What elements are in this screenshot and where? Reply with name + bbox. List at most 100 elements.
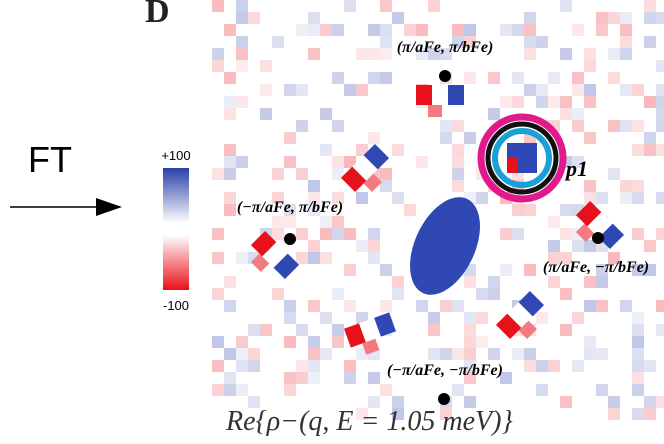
pixel xyxy=(524,204,536,216)
pixel xyxy=(452,168,464,180)
pixel xyxy=(620,192,632,204)
pixel xyxy=(632,360,644,372)
pixel xyxy=(452,120,464,132)
pixel xyxy=(488,108,500,120)
pixel xyxy=(584,348,596,360)
pixel xyxy=(224,372,236,384)
pixel xyxy=(404,24,416,36)
pixel xyxy=(236,0,248,12)
pixel xyxy=(644,360,656,372)
pixel xyxy=(404,204,416,216)
pixel xyxy=(536,96,548,108)
pixel xyxy=(644,408,656,420)
pixel xyxy=(320,312,332,324)
pixel xyxy=(440,348,452,360)
peak-part xyxy=(428,105,442,117)
pixel xyxy=(464,324,476,336)
pixel xyxy=(452,300,464,312)
pixel xyxy=(428,324,440,336)
pixel xyxy=(464,312,476,324)
pixel xyxy=(656,192,664,204)
pixel xyxy=(524,84,536,96)
pixel xyxy=(548,72,560,84)
pixel xyxy=(296,120,308,132)
pixel xyxy=(512,72,524,84)
pixel xyxy=(584,336,596,348)
pixel xyxy=(656,108,664,120)
pixel xyxy=(584,60,596,72)
pixel xyxy=(320,228,332,240)
pixel xyxy=(512,96,524,108)
pixel xyxy=(608,12,620,24)
pixel xyxy=(428,348,440,360)
pixel xyxy=(392,192,404,204)
pixel xyxy=(368,24,380,36)
pixel xyxy=(272,216,284,228)
pixel xyxy=(476,336,488,348)
colorbar xyxy=(163,168,189,290)
pixel xyxy=(224,300,236,312)
pixel xyxy=(296,252,308,264)
pixel xyxy=(476,192,488,204)
pixel xyxy=(584,48,596,60)
pixel xyxy=(356,84,368,96)
pixel xyxy=(632,324,644,336)
pixel xyxy=(368,72,380,84)
pixel xyxy=(272,168,284,180)
pixel xyxy=(236,384,248,396)
pixel xyxy=(620,12,632,24)
pixel xyxy=(632,120,644,132)
pixel xyxy=(284,372,296,384)
pixel xyxy=(212,360,224,372)
pixel xyxy=(380,300,392,312)
pixel xyxy=(392,144,404,156)
pixel xyxy=(572,108,584,120)
pixel xyxy=(620,24,632,36)
pixel xyxy=(584,276,596,288)
pixel xyxy=(452,24,464,36)
pixel xyxy=(320,252,332,264)
pixel xyxy=(656,324,664,336)
pixel xyxy=(212,168,224,180)
pixel xyxy=(560,288,572,300)
pixel xyxy=(608,408,620,420)
pixel xyxy=(332,24,344,36)
pixel xyxy=(656,144,664,156)
pixel xyxy=(380,0,392,12)
pixel xyxy=(464,276,476,288)
pixel xyxy=(332,336,344,348)
pixel xyxy=(572,24,584,36)
pixel xyxy=(560,96,572,108)
pixel xyxy=(572,360,584,372)
pixel xyxy=(380,72,392,84)
pixel xyxy=(260,84,272,96)
pixel xyxy=(308,12,320,24)
pixel xyxy=(368,372,380,384)
pixel xyxy=(380,180,392,192)
pixel xyxy=(428,0,440,12)
pixel xyxy=(236,156,248,168)
pixel xyxy=(332,72,344,84)
pixel xyxy=(644,396,656,408)
pixel xyxy=(368,228,380,240)
pixel xyxy=(656,84,664,96)
pixel xyxy=(224,276,236,288)
pixel xyxy=(284,300,296,312)
pixel xyxy=(584,300,596,312)
pixel xyxy=(560,324,572,336)
pixel xyxy=(596,300,608,312)
pixel xyxy=(656,12,664,24)
pixel xyxy=(512,204,524,216)
pixel xyxy=(464,24,476,36)
pixel xyxy=(236,12,248,24)
pixel xyxy=(272,228,284,240)
pixel xyxy=(632,192,644,204)
pixel xyxy=(488,288,500,300)
pixel xyxy=(308,180,320,192)
pixel xyxy=(596,348,608,360)
pixel xyxy=(656,228,664,240)
pixel xyxy=(572,72,584,84)
pixel xyxy=(308,252,320,264)
pixel xyxy=(416,24,428,36)
pixel xyxy=(296,324,308,336)
